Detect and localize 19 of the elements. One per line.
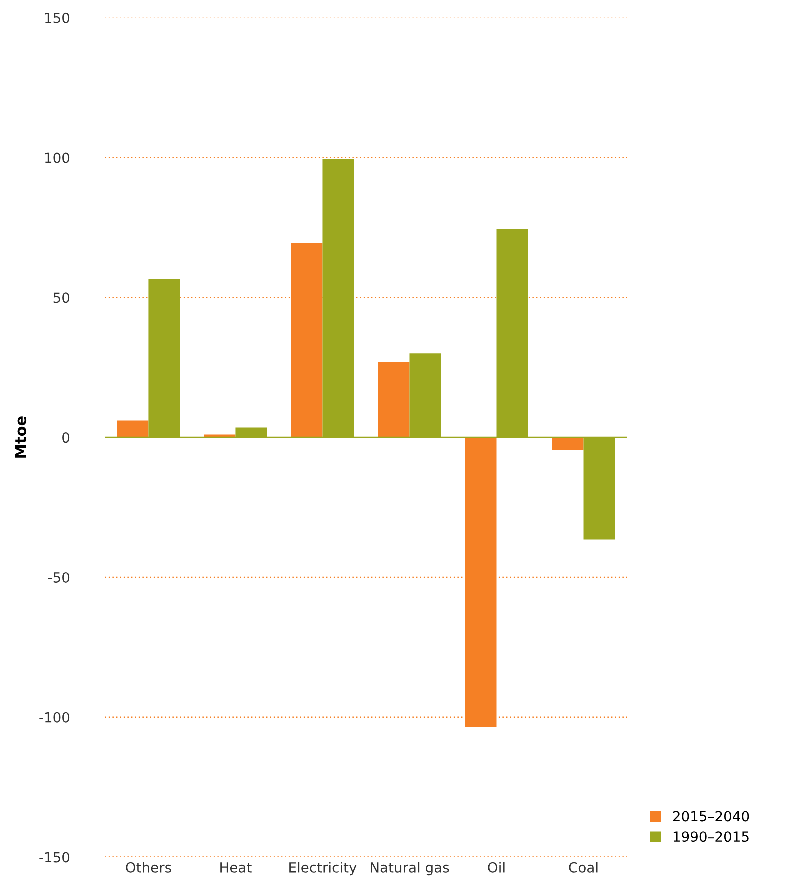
x-tick-label: Coal <box>569 862 598 873</box>
x-tick-label: Others <box>126 862 172 873</box>
y-tick-label: 100 <box>45 152 70 164</box>
y-tick-label: -150 <box>40 852 70 863</box>
y-axis-title: Mtoe <box>15 416 27 458</box>
x-tick-label: Heat <box>220 862 252 873</box>
x-tick-label: Electricity <box>290 862 357 876</box>
bar <box>117 420 149 438</box>
y-tick-label: -50 <box>48 572 70 583</box>
legend-label: 2015–2040 <box>673 811 750 822</box>
bar <box>378 362 410 438</box>
y-tick-label: 0 <box>62 432 70 444</box>
y-tick-label: 50 <box>54 292 70 304</box>
legend-label: 1990–2015 <box>674 832 749 842</box>
y-tick-label: -100 <box>40 712 70 723</box>
bar <box>552 438 584 450</box>
x-tick-label: Oil <box>488 862 505 873</box>
x-tick-label: Natural gas <box>371 862 450 876</box>
y-tick-label: 150 <box>45 12 70 24</box>
